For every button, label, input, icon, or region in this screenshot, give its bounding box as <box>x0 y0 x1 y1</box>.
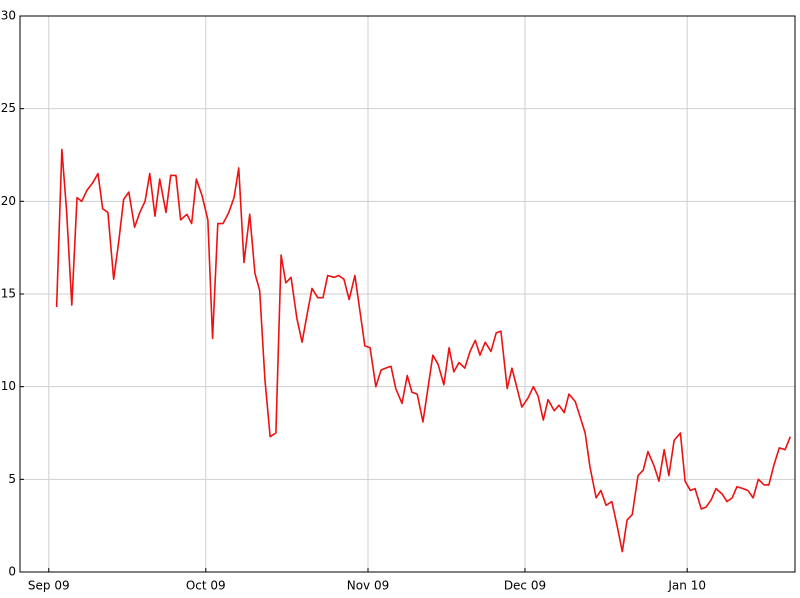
x-tick-label: Oct 09 <box>186 579 226 593</box>
x-tick-label: Dec 09 <box>504 579 546 593</box>
plot-area <box>19 15 796 573</box>
y-tick-label: 20 <box>1 194 16 208</box>
y-tick-label: 25 <box>1 101 16 115</box>
x-tick-label: Sep 09 <box>28 579 70 593</box>
y-tick-label: 15 <box>1 287 16 301</box>
x-tick-label: Jan 10 <box>667 579 706 593</box>
y-tick-label: 10 <box>1 379 16 393</box>
y-tick-label: 30 <box>1 9 16 23</box>
data-line <box>55 148 792 553</box>
y-tick-label: 0 <box>8 565 16 579</box>
y-tick-label: 5 <box>8 472 16 486</box>
x-tick-label: Nov 09 <box>347 579 390 593</box>
